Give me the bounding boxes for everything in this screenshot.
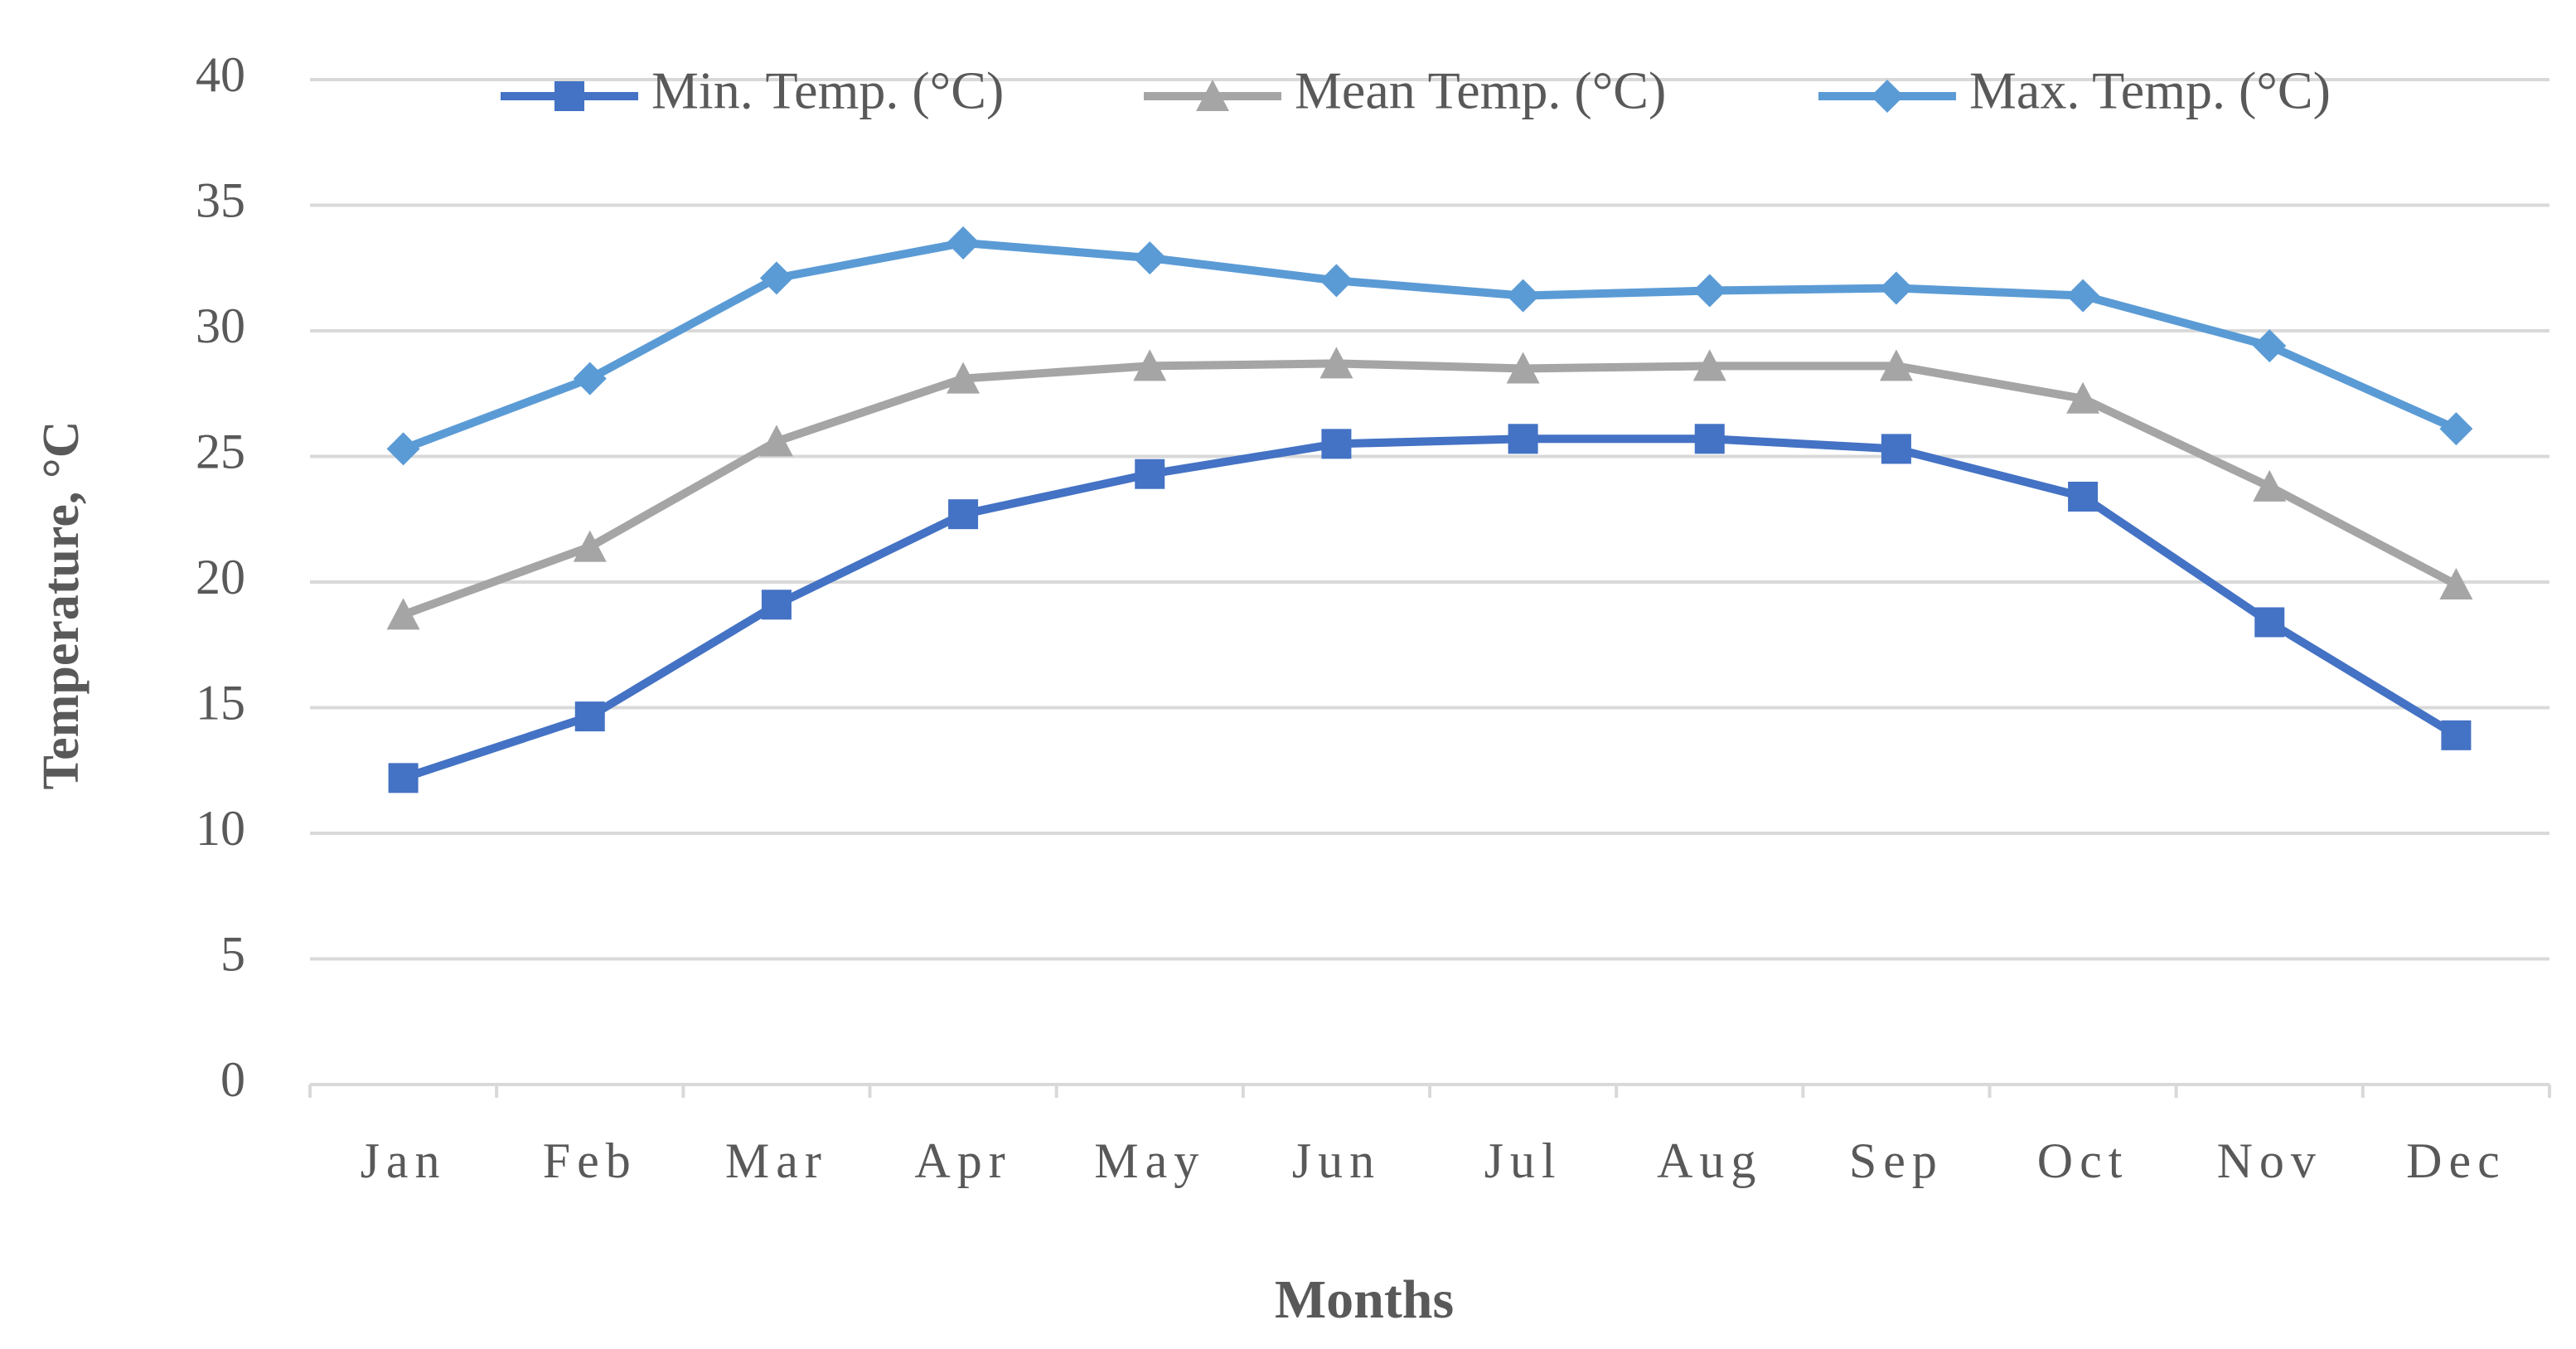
y-axis-title: Temperature, °C [33, 421, 90, 790]
x-tick-label: Dec [2406, 1133, 2506, 1188]
data-point [386, 432, 420, 466]
y-tick-label: 20 [196, 550, 245, 604]
data-point [2066, 381, 2100, 414]
data-point [573, 362, 607, 395]
x-tick-label: Nov [2217, 1133, 2322, 1188]
data-point [947, 226, 981, 260]
x-tick-label: Apr [914, 1133, 1011, 1188]
y-tick-label: 40 [196, 47, 245, 102]
x-tick-label: May [1094, 1133, 1205, 1188]
y-tick-label: 25 [196, 424, 245, 478]
data-point [2441, 720, 2472, 750]
legend-label: Max. Temp. (°C) [1969, 61, 2331, 120]
data-point [1694, 424, 1725, 454]
x-tick-label: Mar [725, 1133, 828, 1188]
data-point [2253, 469, 2287, 502]
data-point [2439, 412, 2473, 446]
data-point [759, 425, 793, 457]
data-point [948, 499, 979, 530]
y-tick-label: 30 [196, 298, 245, 353]
data-point [386, 598, 420, 630]
data-point [1506, 279, 1540, 313]
y-tick-label: 0 [220, 1052, 245, 1107]
legend-marker [1196, 80, 1229, 111]
data-point [574, 701, 605, 732]
x-tick-label: Jan [361, 1133, 447, 1188]
legend-marker [554, 81, 584, 111]
data-point [1879, 271, 1913, 305]
data-point [1879, 349, 1913, 381]
data-point [761, 590, 792, 620]
y-tick-label: 10 [196, 801, 245, 856]
x-tick-label: Sep [1849, 1133, 1944, 1188]
data-point [1506, 352, 1540, 384]
x-tick-label: Feb [543, 1133, 637, 1188]
x-tick-label: Jun [1292, 1133, 1381, 1188]
series-line [401, 359, 2458, 619]
data-point [1133, 241, 1167, 275]
legend-marker [1871, 80, 1904, 113]
data-point [1692, 349, 1726, 381]
data-point [1881, 434, 1911, 464]
x-tick-label: Oct [2037, 1133, 2129, 1188]
series-line [401, 238, 2458, 454]
series-line [402, 434, 2459, 783]
data-point [1508, 424, 1538, 454]
data-point [1319, 264, 1353, 298]
data-point [573, 530, 607, 562]
x-tick-label: Aug [1657, 1133, 1762, 1188]
data-point [947, 362, 981, 394]
data-point [1692, 274, 1726, 308]
data-point [1319, 347, 1353, 379]
y-tick-label: 5 [220, 926, 245, 981]
data-point [2254, 607, 2285, 638]
x-tick-label: Jul [1484, 1133, 1562, 1188]
data-point [388, 763, 419, 793]
data-point [1321, 429, 1352, 459]
legend-label: Mean Temp. (°C) [1295, 61, 1666, 120]
data-point [1135, 459, 1165, 489]
y-tick-label: 35 [196, 172, 245, 227]
legend-label: Min. Temp. (°C) [651, 61, 1004, 120]
x-axis-title: Months [1275, 1269, 1454, 1330]
data-point [2066, 279, 2100, 313]
data-point [759, 261, 793, 295]
data-point [2439, 568, 2473, 600]
data-point [2253, 329, 2287, 363]
y-tick-label: 15 [196, 675, 245, 730]
data-point [2068, 481, 2099, 512]
data-point [1133, 349, 1167, 381]
